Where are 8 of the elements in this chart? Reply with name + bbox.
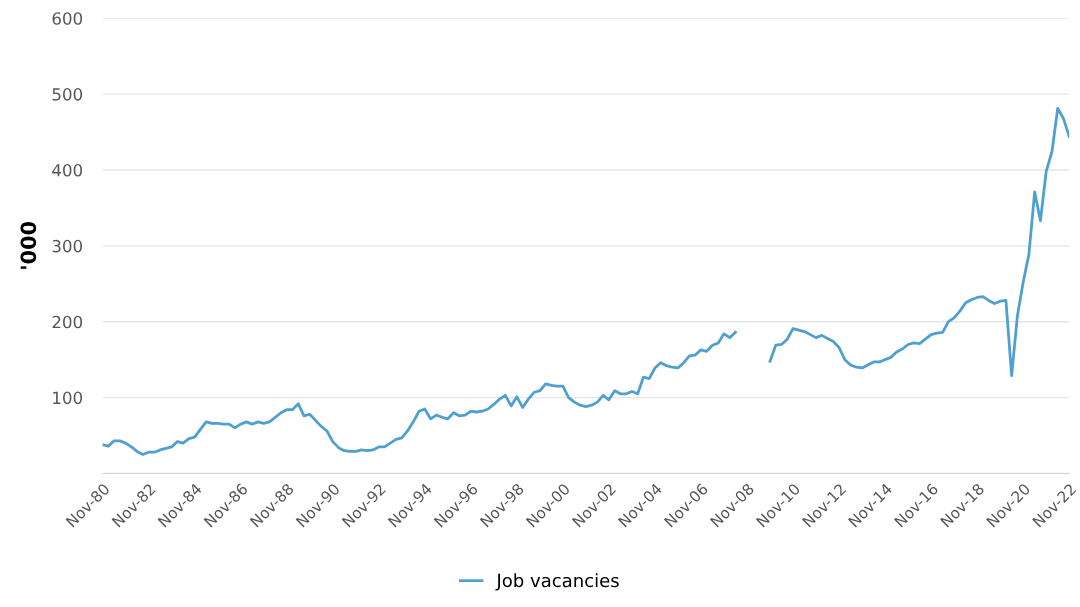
y-tick-label: 600: [52, 12, 83, 25]
y-tick-label: 400: [52, 163, 83, 177]
legend-label: Job vacancies: [495, 573, 619, 591]
y-tick-label: 500: [52, 88, 83, 101]
y-tick-label: 300: [52, 239, 83, 253]
y-tick-label: 100: [53, 391, 83, 405]
y-axis-title: '000: [20, 221, 37, 269]
y-tick-label: 200: [52, 315, 83, 329]
